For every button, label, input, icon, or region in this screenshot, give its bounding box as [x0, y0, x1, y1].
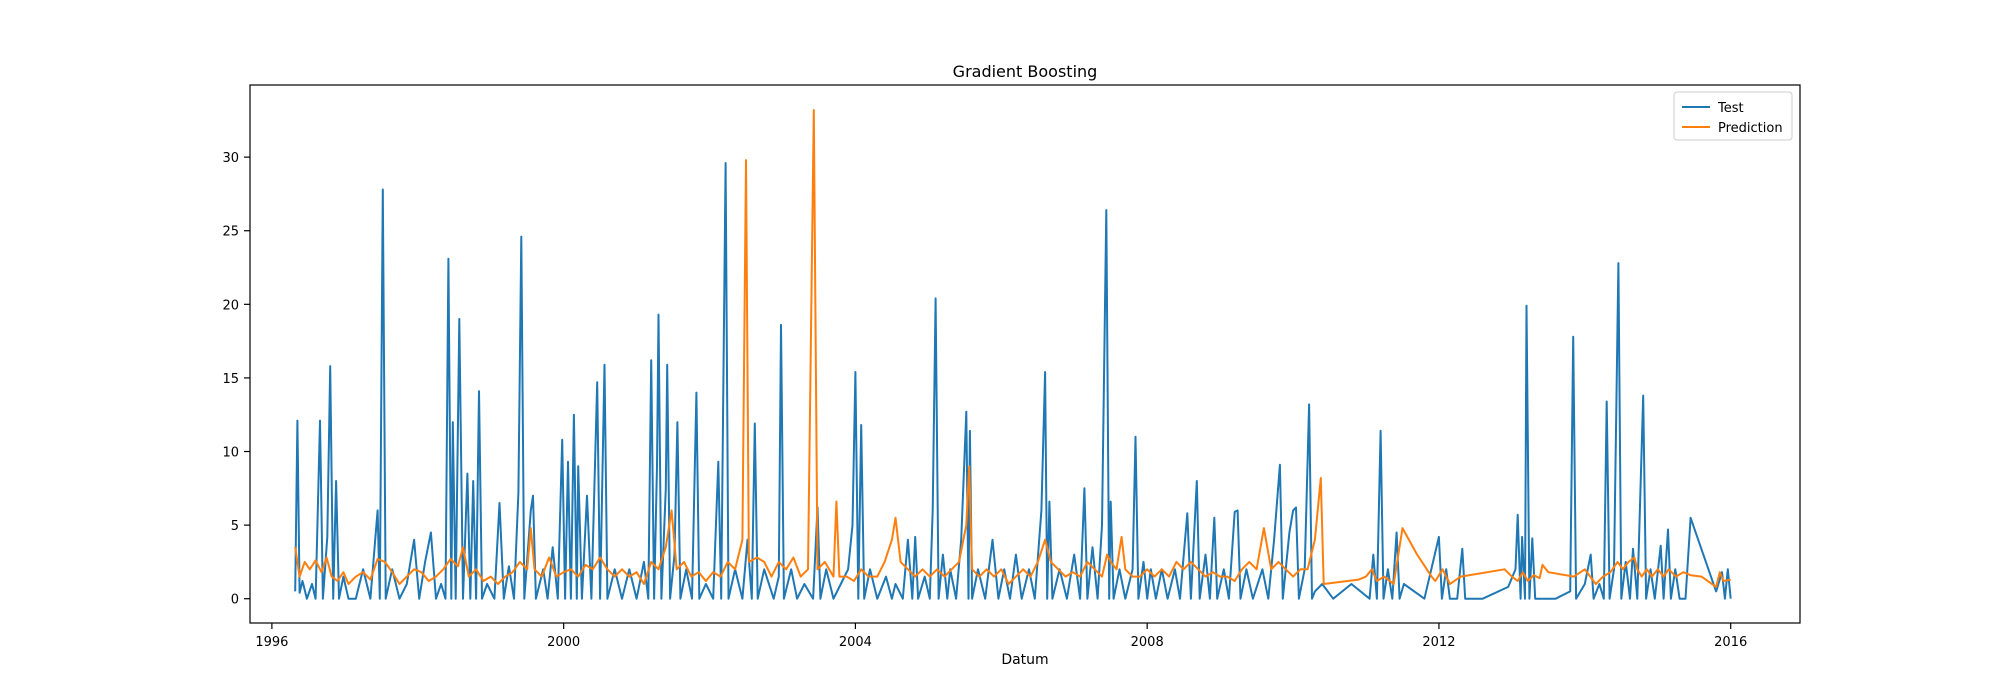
- x-tick-label: 2016: [1714, 635, 1747, 650]
- y-tick-label: 10: [222, 446, 239, 461]
- y-tick-label: 30: [222, 151, 239, 166]
- legend-label-test: Test: [1717, 101, 1744, 116]
- x-tick-label: 2008: [1131, 635, 1164, 650]
- chart-title: Gradient Boosting: [953, 62, 1098, 81]
- x-tick-label: 1996: [255, 635, 288, 650]
- legend: Test Prediction: [1673, 91, 1793, 141]
- y-tick-label: 0: [231, 593, 239, 608]
- y-tick-label: 15: [222, 372, 239, 387]
- plot-area: [249, 84, 1801, 624]
- plot-frame: [249, 84, 1801, 624]
- y-axis: 0 5 10 15 20 25 30: [222, 151, 250, 608]
- y-tick-label: 25: [222, 225, 239, 240]
- series-line-prediction: [294, 109, 1731, 588]
- x-axis-label: Datum: [1001, 652, 1048, 668]
- legend-label-prediction: Prediction: [1718, 121, 1783, 136]
- y-tick-label: 20: [222, 298, 239, 313]
- x-tick-label: 2012: [1422, 635, 1455, 650]
- x-tick-label: 2004: [839, 635, 872, 650]
- x-tick-label: 2000: [547, 635, 580, 650]
- y-tick-label: 5: [231, 519, 239, 534]
- x-axis: 1996 2000 2004 2008 2012 2016: [255, 623, 1747, 650]
